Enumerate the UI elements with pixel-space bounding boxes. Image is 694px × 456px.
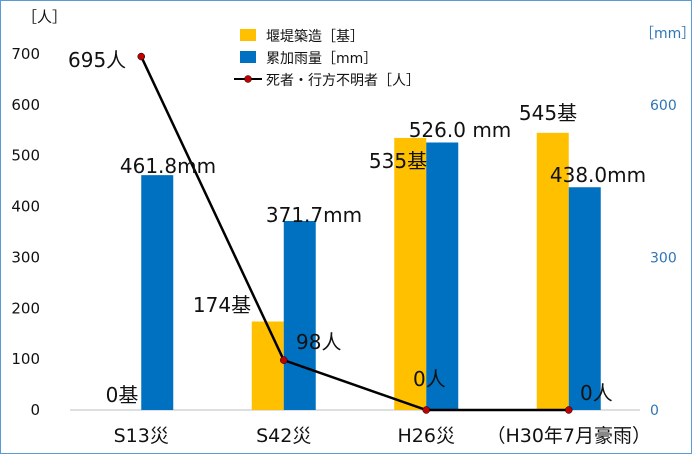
y-left-tick-label: 400 <box>11 198 40 216</box>
y-right-unit-label: ［mm］ <box>640 26 694 42</box>
legend-label: 堰堤築造［基］ <box>266 28 364 45</box>
dam-data-label: 174基 <box>193 293 251 317</box>
line-casualties <box>140 56 569 412</box>
dam-data-label: 535基 <box>369 149 427 173</box>
bar-dam <box>251 321 284 410</box>
line-layer <box>137 52 573 414</box>
legend-label: 死者・行方不明者［人］ <box>266 73 420 89</box>
y-left-tick-label: 200 <box>11 299 40 317</box>
rainfall-data-label: 461.8mm <box>120 154 216 178</box>
rainfall-data-label: 526.0 mm <box>409 118 512 142</box>
bar-dam <box>394 137 427 410</box>
casualty-data-label: 0人 <box>580 381 613 405</box>
casualty-data-label: 695人 <box>68 48 126 72</box>
x-category-label: H26災 <box>398 425 455 447</box>
dam-data-label: 545基 <box>519 101 577 125</box>
y-right-tick-label: 300 <box>650 250 677 266</box>
bar-dam <box>536 132 569 411</box>
legend-label: 累加雨量［mm］ <box>266 51 377 67</box>
rainfall-data-label: 438.0mm <box>550 163 646 187</box>
bar-rainfall <box>141 175 174 410</box>
y-left-tick-label: 300 <box>11 248 40 266</box>
y-right-tick-label: 0 <box>650 403 659 419</box>
y-left-unit-label: ［人］ <box>22 8 67 26</box>
x-category-label: （H30年7月豪雨） <box>486 425 651 447</box>
y-left-tick-label: 100 <box>11 350 40 368</box>
axes-layer: ［人］ ［mm］ 0 100 200 300 400 500 600 700 0 300 600 S13災… <box>11 8 694 447</box>
bar-rainfall <box>283 220 316 410</box>
y-right-tick-label: 600 <box>650 98 677 114</box>
bar-rainfall <box>568 187 601 410</box>
legend: 堰堤築造［基］ 累加雨量［mm］ 死者・行方不明者［人］ <box>234 28 420 89</box>
legend-marker <box>244 75 252 83</box>
line-point <box>565 406 573 414</box>
casualty-data-label: 98人 <box>296 330 341 354</box>
dam-data-label: 0基 <box>106 383 139 407</box>
y-left-tick-label: 600 <box>11 96 40 114</box>
legend-swatch <box>240 51 256 63</box>
rainfall-data-label: 371.7mm <box>266 203 362 227</box>
casualty-data-label: 0人 <box>413 367 446 391</box>
bar-rainfall <box>426 142 459 410</box>
line-point <box>422 406 430 414</box>
y-left-tick-label: 700 <box>11 45 40 63</box>
line-point <box>280 356 288 364</box>
y-left-tick-label: 0 <box>30 401 40 419</box>
y-left-tick-label: 500 <box>11 147 40 165</box>
legend-swatch <box>240 29 256 41</box>
line-point <box>137 52 145 61</box>
x-category-label: S42災 <box>256 425 311 447</box>
data-labels-layer: 0基 174基 535基 545基 461.8mm 371.7mm 526.0 mm 438.… <box>68 48 646 407</box>
x-category-label: S13災 <box>114 425 169 447</box>
bars-layer <box>141 132 601 411</box>
